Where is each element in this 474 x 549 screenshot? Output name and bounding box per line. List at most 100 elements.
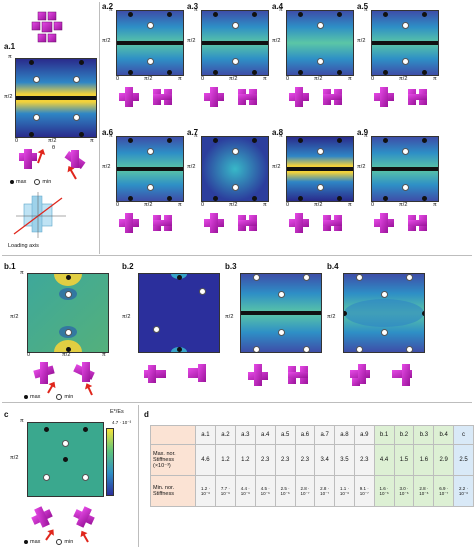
max-marker-icon [24, 540, 28, 544]
table-cell: 4.6 [195, 444, 216, 476]
c-molecule-min [70, 505, 100, 536]
a9-max-dot [422, 195, 428, 201]
a8-max-dot [297, 195, 303, 201]
table-cell: 3.4 [314, 444, 335, 476]
a6-phi-half: π/2 [102, 164, 111, 170]
b4-heatmap [343, 273, 425, 353]
c-min-dot [62, 440, 69, 447]
a8-max-band [287, 167, 353, 171]
c-molecule-max [28, 505, 58, 536]
a2-theta-pi: π [178, 76, 182, 82]
table-cell: 1.2 [234, 444, 256, 476]
a2-min-dot [147, 22, 154, 30]
b1-molecule-max [30, 360, 60, 393]
a1-molecule-top [30, 10, 64, 49]
a5-theta-zero: 0 [371, 76, 375, 82]
a8-theta-zero: 0 [286, 202, 290, 208]
a1-phi-half: π/2 [4, 94, 13, 100]
a7-heatmap [201, 136, 269, 202]
panel-label-a2: a.2 [102, 2, 114, 11]
a7-theta-pi: π [263, 202, 267, 208]
a9-theta-half: π/2 [399, 202, 408, 208]
a3-max-dot [252, 69, 258, 75]
b1-max-dot [65, 346, 71, 352]
panel-label-c: c [4, 410, 9, 419]
table-header-cell: a.8 [333, 425, 355, 445]
a3-theta-half: π/2 [229, 76, 238, 82]
a8-phi-half: π/2 [272, 164, 281, 170]
a1-max-band [16, 96, 96, 100]
b3-min-dot [253, 274, 260, 281]
table-corner [150, 425, 196, 445]
a9-max-dot [422, 137, 428, 143]
b3-phi-half: π/2 [225, 314, 234, 320]
b3-molecule-max [244, 362, 274, 393]
panel-label-a5: a.5 [357, 2, 369, 11]
panel-label-a4: a.4 [272, 2, 284, 11]
b3-min-dot [253, 346, 260, 352]
divider-vertical-a [99, 2, 100, 254]
c-colorbar [106, 428, 114, 496]
a8-molecule-min [320, 210, 348, 241]
c-max-dot [62, 456, 68, 462]
a4-theta-zero: 0 [286, 76, 290, 82]
a5-max-dot [382, 11, 388, 17]
a9-theta-zero: 0 [371, 202, 375, 208]
legend-max: max [16, 179, 27, 185]
a5-molecule-min [405, 84, 433, 115]
b2-molecule-min [182, 362, 212, 393]
a1-molecule-max [15, 147, 41, 178]
a9-max-band [372, 167, 438, 171]
b1-min-dot [65, 329, 72, 336]
table-cell: 2.3 [254, 444, 276, 476]
table-header-cell: b.2 [393, 425, 415, 445]
a4-max-dot [297, 11, 303, 17]
a4-heatmap [286, 10, 354, 76]
row-label-min: Min. nor. Stiffness [150, 475, 196, 507]
c-legend: max min [24, 539, 73, 545]
a2-max-dot [127, 69, 133, 75]
a2-max-dot [167, 69, 173, 75]
a1-theta-label: θ [52, 145, 56, 151]
table-header-cell: a.5 [274, 425, 296, 445]
table-cell: 1.6 · 10⁻⁶ [373, 475, 395, 507]
a3-heatmap [201, 10, 269, 76]
table-header-cell: a.1 [195, 425, 216, 445]
colorbar-title: E*/Es [110, 409, 124, 415]
a3-theta-pi: π [263, 76, 267, 82]
b3-min-dot [303, 346, 310, 352]
a5-phi-pi: π [364, 7, 368, 13]
panel-label-d: d [144, 410, 149, 419]
stiffness-table: a.1 a.2 a.3 a.4 a.5 a.6 a.7 a.8 a.9 b.1 … [150, 425, 474, 507]
panel-label-b2: b.2 [122, 262, 134, 271]
c-max-dot [82, 426, 88, 432]
a8-molecule-max [286, 210, 314, 241]
b3-min-dot [278, 329, 285, 336]
table-cell: 4.4 [373, 444, 395, 476]
b3-max-band [241, 311, 321, 315]
a4-min-dot [317, 57, 324, 65]
table-cell: 2.8 · 10⁻⁷ [294, 475, 316, 507]
a7-max-dot [252, 137, 258, 143]
a1-max-dot [28, 131, 34, 137]
a5-max-band [372, 41, 438, 45]
a5-max-dot [422, 69, 428, 75]
b2-heatmap [138, 273, 220, 353]
divider-vertical-cd [138, 405, 139, 547]
b2-phi-half: π/2 [122, 314, 131, 320]
a4-theta-half: π/2 [314, 76, 323, 82]
b1-max-dot [65, 274, 71, 280]
table-row-min: Min. nor. Stiffness 1.2 · 10⁻⁶ 7.7 · 10⁻… [150, 475, 474, 507]
a2-max-dot [127, 11, 133, 17]
a5-max-dot [422, 11, 428, 17]
table-header-cell: b.4 [433, 425, 455, 445]
a4-molecule-min [320, 84, 348, 115]
b4-min-dot [356, 274, 363, 281]
panel-label-a8: a.8 [272, 128, 284, 137]
a1-min-dot [73, 114, 80, 121]
a6-molecule-max [116, 210, 144, 241]
b1-phi-pi: π [20, 270, 24, 276]
c-min-dot [82, 474, 89, 481]
a2-max-dot [167, 11, 173, 17]
a6-min-dot [147, 183, 154, 191]
